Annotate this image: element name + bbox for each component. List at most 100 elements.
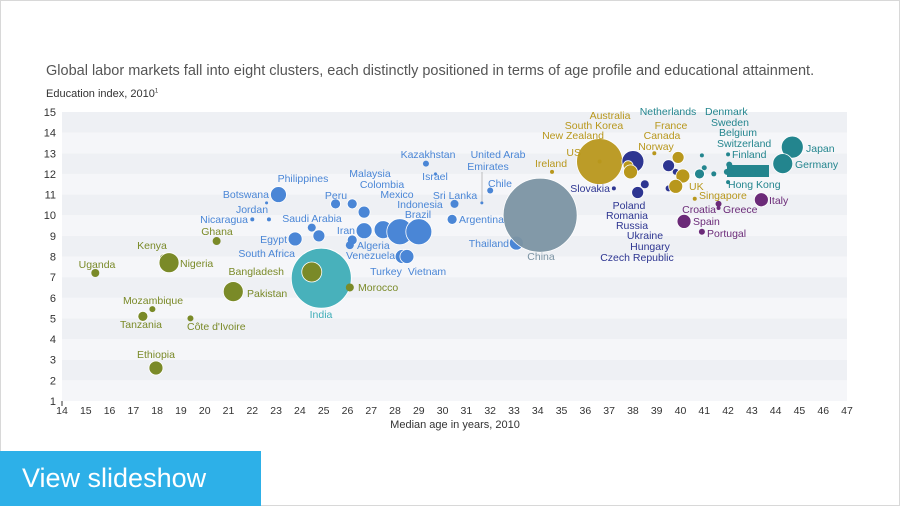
label-czech-republic: Czech Republic — [600, 252, 674, 264]
label-jordan: Jordan — [236, 204, 268, 216]
grid-band — [62, 318, 847, 340]
x-tick-label: 36 — [579, 405, 591, 417]
x-tick-label: 34 — [532, 405, 544, 417]
bubble-saudi-arabia — [307, 223, 316, 232]
x-tick-label: 22 — [246, 405, 258, 417]
bubble-hong-kong — [726, 180, 731, 185]
label-colombia: Colombia — [360, 179, 405, 191]
label-algeria: Algeria — [357, 240, 390, 252]
grid-band — [62, 215, 847, 236]
grid-band — [62, 380, 847, 401]
view-slideshow-button[interactable]: View slideshow — [0, 451, 261, 506]
bubble-finland — [726, 152, 731, 157]
label-japan: Japan — [806, 143, 835, 155]
x-tick-label: 45 — [794, 405, 806, 417]
x-tick-label: 21 — [223, 405, 235, 417]
label-peru: Peru — [325, 190, 347, 202]
label-canada: Canada — [644, 130, 681, 142]
y-tick-label: 5 — [50, 313, 56, 325]
x-tick-label: 16 — [104, 405, 116, 417]
grid-band — [62, 153, 847, 174]
x-tick-label: 15 — [80, 405, 92, 417]
label-sweden: Sweden — [711, 117, 749, 129]
x-tick-label: 17 — [128, 405, 140, 417]
bubbles — [91, 135, 804, 376]
x-tick-label: 31 — [461, 405, 473, 417]
bubble-chile — [487, 187, 494, 194]
x-tick-label: 19 — [175, 405, 187, 417]
label-nigeria: Nigeria — [180, 258, 213, 270]
bubble-iran — [355, 222, 373, 240]
label-c-te-d-ivoire: Côte d'Ivoire — [187, 321, 246, 333]
label-mozambique: Mozambique — [123, 295, 183, 307]
grid-band — [62, 256, 847, 278]
y-tick-label: 11 — [45, 190, 56, 202]
label-new-zealand: New Zealand — [542, 130, 604, 142]
bubble-nicaragua — [250, 217, 255, 222]
y-tick-label: 10 — [44, 210, 56, 222]
x-tick-label: 18 — [151, 405, 163, 417]
grid-band — [62, 277, 847, 298]
y-tick-label: 12 — [44, 169, 56, 181]
label-belgium: Belgium — [719, 127, 757, 139]
bubble-c-te-d-ivoire — [187, 315, 194, 322]
bubble-jordan — [266, 217, 271, 222]
y-tick-label: 14 — [44, 128, 56, 140]
footnote-marker: 1 — [154, 88, 159, 95]
bubble-malaysia — [346, 198, 358, 210]
label-us: US — [566, 147, 581, 159]
grid-band — [62, 359, 847, 381]
grid-band — [62, 112, 847, 133]
x-tick-label: 46 — [817, 405, 829, 417]
label-switzerland: Switzerland — [717, 138, 771, 150]
bubble-bangladesh — [301, 261, 323, 283]
x-tick-label: 14 — [56, 405, 68, 417]
x-tick-label: 37 — [603, 405, 615, 417]
label-italy: Italy — [769, 195, 789, 207]
bubble-italy — [753, 192, 769, 208]
label-ireland: Ireland — [535, 158, 567, 170]
bubble-denmark — [699, 153, 704, 158]
bubble-romania — [640, 180, 649, 189]
label-malaysia: Malaysia — [349, 168, 391, 180]
label-iran: Iran — [337, 225, 355, 237]
bubble-israel — [433, 172, 437, 176]
y-tick-label: 8 — [50, 252, 56, 264]
grid-band — [62, 235, 847, 257]
x-tick-label: 38 — [627, 405, 639, 417]
x-tick-label: 29 — [413, 405, 425, 417]
x-tick-label: 27 — [365, 405, 377, 417]
austria-highlight — [727, 165, 769, 177]
bubble-argentina — [446, 213, 458, 225]
bubble-ukraine — [662, 159, 675, 173]
y-tick-label: 2 — [50, 375, 56, 387]
label-south-korea: South Korea — [565, 120, 624, 132]
label-venezuela: Venezuela — [346, 250, 395, 262]
label-sri-lanka: Sri Lanka — [433, 190, 478, 202]
label-thailand: Thailand — [469, 238, 509, 250]
x-tick-label: 24 — [294, 405, 306, 417]
bubble-greece — [715, 200, 722, 207]
label-indonesia: Indonesia — [397, 199, 443, 211]
bubble-poland — [631, 186, 645, 199]
x-tick-label: 41 — [698, 405, 710, 417]
label-saudi-arabia: Saudi Arabia — [282, 213, 342, 225]
bubble-netherlands — [694, 168, 705, 180]
label-nicaragua: Nicaragua — [200, 214, 248, 226]
label-greece: Greece — [723, 204, 758, 216]
bubble-peru — [330, 198, 341, 210]
y-tick-label: 15 — [44, 107, 56, 119]
bubble-norway — [652, 151, 657, 156]
bubble-uk — [668, 178, 684, 194]
x-tick-label: 20 — [199, 405, 211, 417]
x-tick-label: 40 — [675, 405, 687, 417]
y-axis-label-text: Education index, 2010 — [46, 88, 155, 100]
label-kenya: Kenya — [137, 240, 167, 252]
label-singapore: Singapore — [699, 190, 747, 202]
x-tick-label: 43 — [746, 405, 758, 417]
label-germany: Germany — [795, 159, 839, 171]
label-israel: Israel — [422, 171, 448, 183]
bubble-botswana — [265, 201, 269, 205]
y-tick-label: 1 — [50, 396, 56, 408]
bubble-kazakhstan — [422, 160, 429, 167]
